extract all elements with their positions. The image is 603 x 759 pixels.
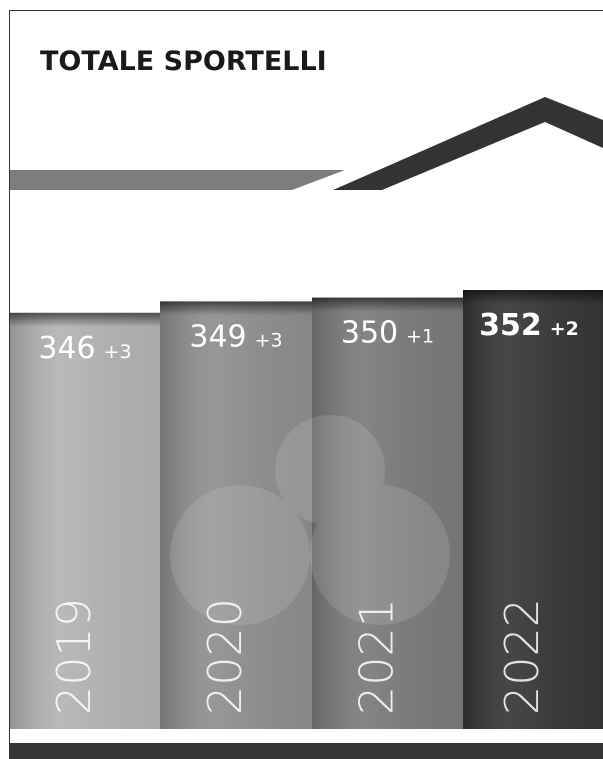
change: +1 [406,326,434,348]
year-label: 2019 [47,598,101,715]
value: 346 [38,331,95,366]
change: +3 [255,329,283,351]
bar-top-shadow [10,313,160,327]
year-label: 2020 [198,598,252,715]
value: 350 [341,316,398,351]
chart-title: TOTALE SPORTELLI [40,46,327,77]
value: 352 [479,308,542,343]
bar-top-shadow [312,298,463,312]
roof [333,97,603,190]
bar-top-shadow [160,301,312,315]
year-label: 2022 [495,598,549,715]
year-label: 2021 [350,598,404,715]
base [10,743,603,759]
value: 349 [189,319,246,354]
change: +3 [104,341,132,363]
infographic: TOTALE SPORTELLI 346 +3 2019 349 +3 2020 350 +1… [0,0,603,759]
roof-band [10,170,345,190]
change: +2 [550,318,579,340]
bar-top-shadow [463,290,603,304]
